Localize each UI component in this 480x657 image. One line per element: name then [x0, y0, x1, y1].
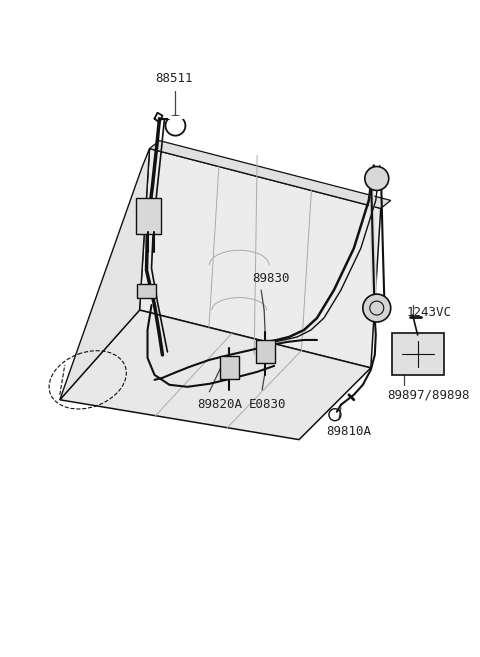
- FancyBboxPatch shape: [220, 356, 239, 379]
- Circle shape: [365, 166, 389, 191]
- Text: 1243VC: 1243VC: [406, 306, 451, 319]
- Polygon shape: [60, 310, 371, 440]
- Polygon shape: [60, 148, 149, 399]
- Circle shape: [363, 294, 391, 322]
- FancyBboxPatch shape: [392, 333, 444, 375]
- FancyBboxPatch shape: [136, 284, 156, 298]
- Polygon shape: [149, 141, 391, 208]
- Text: 88511: 88511: [156, 72, 193, 85]
- FancyBboxPatch shape: [256, 340, 275, 363]
- FancyBboxPatch shape: [135, 198, 161, 235]
- Polygon shape: [140, 148, 381, 368]
- Text: 89897/89898: 89897/89898: [387, 388, 470, 401]
- Text: 89830: 89830: [252, 271, 290, 284]
- Text: 89820A: 89820A: [197, 398, 242, 411]
- Text: E0830: E0830: [248, 398, 286, 411]
- Text: 89810A: 89810A: [326, 425, 372, 438]
